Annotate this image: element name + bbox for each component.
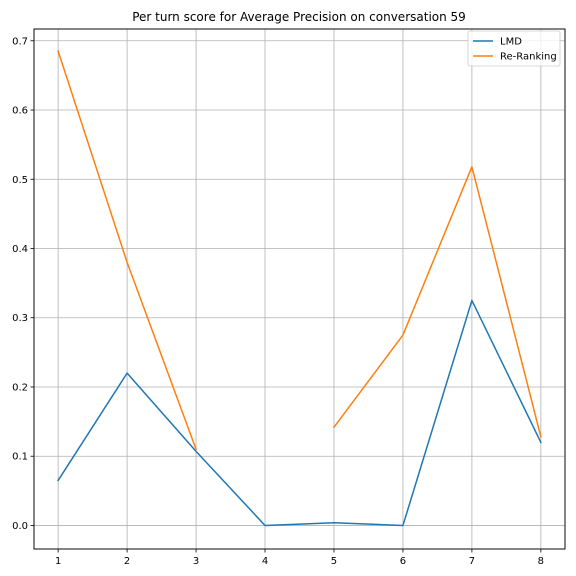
x-axis: 1 2 3 4 5 6 7 8 bbox=[55, 549, 544, 567]
x-tick-label: 6 bbox=[400, 556, 406, 567]
chart-title: Per turn score for Average Precision on … bbox=[132, 10, 466, 24]
plot-border bbox=[33, 28, 566, 550]
x-tick-label: 1 bbox=[55, 556, 61, 567]
y-axis: 0.0 0.1 0.2 0.3 0.4 0.5 0.6 0.7 bbox=[12, 36, 34, 532]
x-tick-label: 3 bbox=[193, 556, 199, 567]
series-layer bbox=[57, 50, 542, 527]
x-tick-label: 4 bbox=[262, 556, 268, 567]
series-line-lmd bbox=[57, 299, 542, 527]
legend-label-lmd: LMD bbox=[500, 37, 522, 48]
y-tick-label: 0.3 bbox=[12, 313, 28, 324]
y-tick-label: 0.1 bbox=[12, 452, 28, 463]
y-tick-label: 0.7 bbox=[12, 36, 28, 47]
y-tick-label: 0.5 bbox=[12, 175, 28, 186]
legend-box bbox=[467, 30, 561, 67]
y-tick-label: 0.0 bbox=[12, 521, 28, 532]
grid-lines bbox=[34, 29, 565, 549]
legend: LMD Re-Ranking bbox=[467, 30, 561, 67]
x-tick-label: 8 bbox=[538, 556, 544, 567]
x-tick-label: 5 bbox=[331, 556, 337, 567]
y-tick-label: 0.4 bbox=[12, 244, 28, 255]
series-line-re-ranking bbox=[57, 50, 542, 451]
y-tick-label: 0.6 bbox=[12, 106, 28, 117]
legend-label-re-ranking: Re-Ranking bbox=[500, 52, 557, 63]
plot-area bbox=[33, 28, 566, 550]
x-tick-label: 7 bbox=[469, 556, 475, 567]
y-tick-label: 0.2 bbox=[12, 382, 28, 393]
x-tick-label: 2 bbox=[124, 556, 130, 567]
